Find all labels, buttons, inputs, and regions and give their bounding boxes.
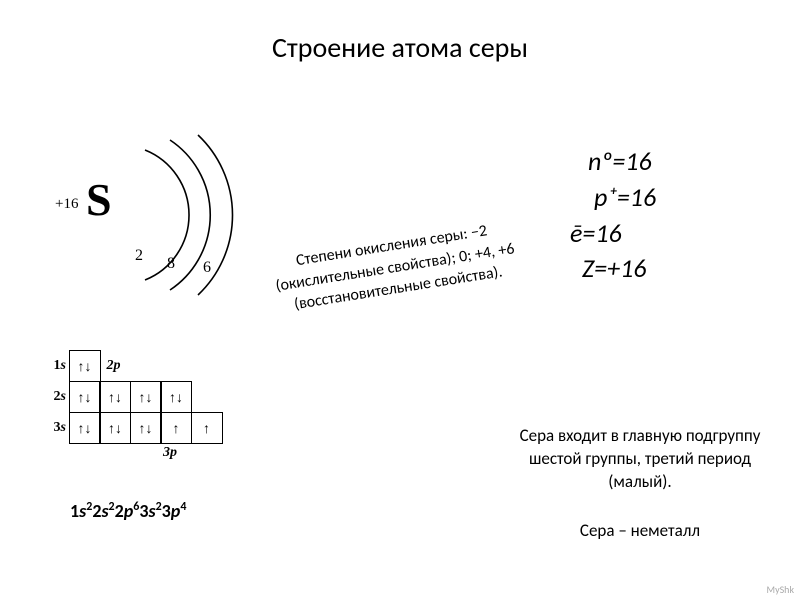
orbital-row-label: 1s [40,358,70,374]
orbital-side-label: 2p [107,358,121,374]
orbital-row-label: 3s [40,420,70,436]
orbital-cell: ↑↓ [130,381,162,413]
shell-electron-count-2: 8 [167,255,175,272]
orbital-cell: ↑↓ [69,412,101,444]
orbital-row: 3s↑↓↑↓↑↓↑↑ [40,412,223,444]
nonmetal-note: Сера – неметалл [500,520,780,541]
orbital-cell: ↑↓ [160,381,192,413]
orbital-cell: ↑ [160,412,192,444]
orbital-row-label: 2s [40,389,70,405]
atom-charge-label: +16 [55,196,79,212]
corner-watermark: MyShk [767,583,794,596]
particle-line: ē=16 [570,217,656,251]
particle-line: Z=+16 [570,252,656,286]
particle-counts: nº=16p⁺=16ē=16Z=+16 [570,145,656,288]
oxidation-states-text: Степени окисления серы: −2 (окислительны… [257,214,534,320]
orbital-cell: ↑↓ [99,412,131,444]
periodic-group-note: Сера входит в главную подгруппу шестой г… [500,425,780,494]
orbital-cell: ↑↓ [99,381,131,413]
orbital-row: 2s↑↓↑↓↑↓↑↓ [40,381,223,413]
shell-electron-count-1: 2 [135,247,143,264]
orbital-row: 1s↑↓ 2p [40,350,223,382]
shell-electron-count-3: 6 [203,259,211,276]
orbital-cell: ↑↓ [69,381,101,413]
page-title: Строение атома серы [0,30,800,65]
particle-line: p⁺=16 [570,181,656,215]
particle-line: nº=16 [570,145,656,179]
orbital-cell: ↑ [191,412,223,444]
electron-configuration: 1s22s22p63s23p4 [70,500,186,522]
atom-symbol: S [86,174,112,225]
orbital-cell: ↑↓ [69,350,101,382]
orbital-cell: ↑↓ [130,412,162,444]
atom-shell-diagram: +16 S 2 8 6 [50,130,270,300]
orbital-bottom-label: 3p [163,445,223,461]
orbital-box-diagram: 1s↑↓2p2s↑↓↑↓↑↓↑↓3s↑↓↑↓↑↓↑↑3p [40,350,223,461]
